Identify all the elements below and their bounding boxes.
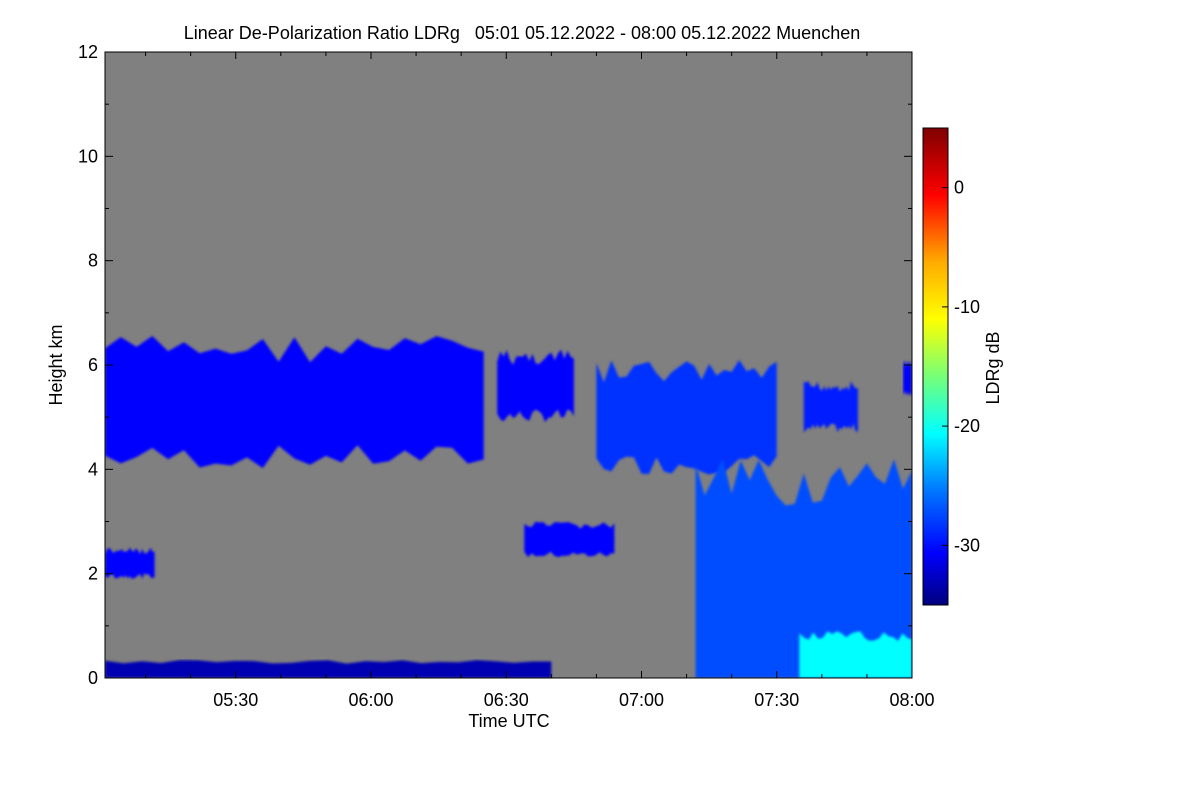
data-layer: [105, 336, 912, 678]
feature-0: [105, 336, 484, 469]
feature-8: [695, 458, 912, 678]
feature-6: [105, 547, 155, 579]
x-tick-label: 06:00: [348, 690, 393, 710]
y-tick-label: 4: [88, 459, 98, 479]
y-tick-label: 10: [78, 146, 98, 166]
x-axis: 05:30 06:00 06:30 07:00 07:30 08:00: [145, 52, 935, 710]
feature-4: [903, 360, 912, 397]
feature-9: [799, 631, 912, 678]
y-axis-label: Height km: [46, 324, 66, 405]
y-axis: 0 2 4 6 8 10 12: [78, 42, 912, 688]
feature-3: [803, 381, 858, 433]
y-tick-label: 0: [88, 668, 98, 688]
y-tick-label: 2: [88, 564, 98, 584]
x-tick-label: 05:30: [213, 690, 258, 710]
colorbar-tick-label: -10: [954, 297, 980, 317]
colorbar: [922, 127, 949, 606]
x-tick-label: 06:30: [484, 690, 529, 710]
chart-title: Linear De-Polarization Ratio LDRg 05:01 …: [184, 23, 860, 43]
colorbar-tick-label: 0: [954, 178, 964, 198]
x-axis-label: Time UTC: [468, 711, 549, 731]
x-tick-label: 07:00: [619, 690, 664, 710]
feature-2: [596, 360, 777, 475]
y-tick-label: 6: [88, 355, 98, 375]
y-tick-label: 12: [78, 42, 98, 62]
x-tick-label: 07:30: [754, 690, 799, 710]
feature-7: [524, 521, 615, 558]
colorbar-label: LDRg dB: [983, 331, 1003, 404]
y-tick-label: 8: [88, 251, 98, 271]
colorbar-tick-label: -20: [954, 416, 980, 436]
feature-1: [497, 349, 574, 423]
colorbar-ticks: 0 -10 -20 -30: [942, 178, 980, 555]
feature-5: [105, 660, 552, 678]
x-tick-label: 08:00: [889, 690, 934, 710]
colorbar-tick-label: -30: [954, 535, 980, 555]
